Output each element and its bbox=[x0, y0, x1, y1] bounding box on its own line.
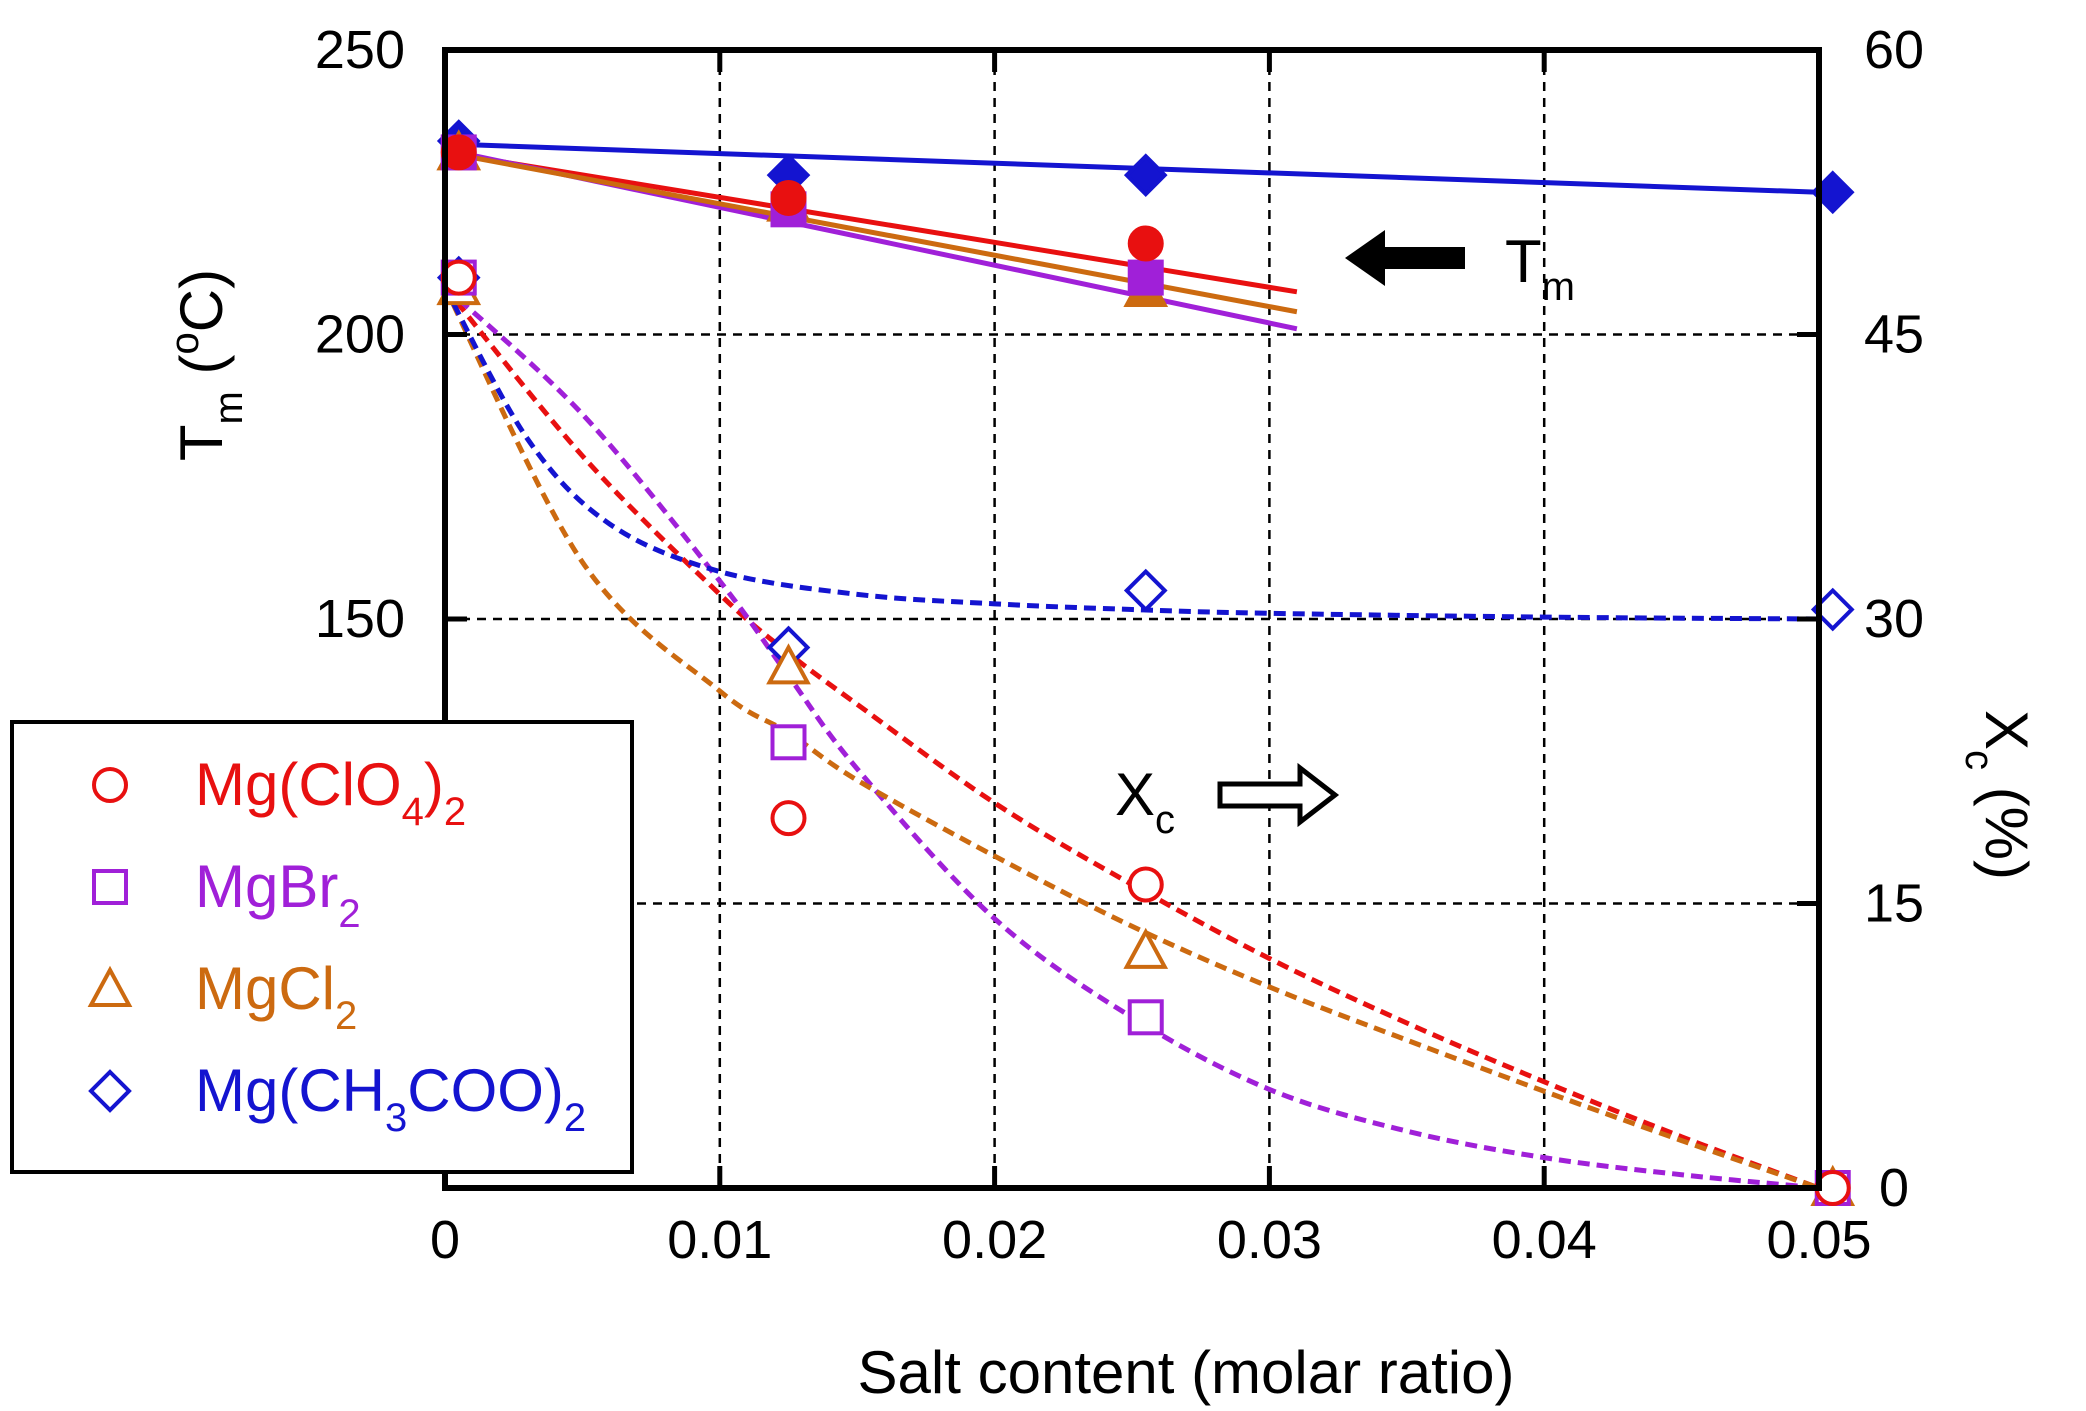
xc-annotation: Xc bbox=[1115, 761, 1340, 842]
legend-label-part: ) bbox=[424, 751, 444, 818]
left-y-tick-label: 150 bbox=[315, 589, 405, 649]
x-tick-label: 0 bbox=[430, 1210, 460, 1270]
xc-point-mg-clo4-2 bbox=[1127, 866, 1164, 903]
x-axis-label: Salt content (molar ratio) bbox=[858, 1339, 1515, 1406]
right-y-tick-label: 0 bbox=[1879, 1158, 1909, 1218]
left-axis-label-unit-open: ( bbox=[168, 354, 235, 391]
legend-label: Mg(CH3COO)2 bbox=[195, 1057, 586, 1140]
legend-label-part: Mg(CH bbox=[195, 1057, 385, 1124]
right-y-tick-label: 15 bbox=[1864, 874, 1924, 934]
tm-point-mg-clo4-2 bbox=[1127, 225, 1164, 262]
x-tick-label: 0.03 bbox=[1217, 1210, 1322, 1270]
xc-point-mgcl2 bbox=[1123, 927, 1169, 969]
legend-label-part: MgCl bbox=[195, 955, 335, 1022]
xc-annotation-label: Xc bbox=[1115, 761, 1175, 842]
left-y-tick-labels: 250 200 150 bbox=[315, 20, 405, 649]
legend-marker-circle bbox=[92, 767, 128, 803]
xc-fit-line-mg-clo4-2 bbox=[443, 285, 1820, 1191]
x-tick-labels: 0 0.01 0.02 0.03 0.04 0.05 bbox=[430, 1210, 1872, 1270]
x-tick-label: 0.02 bbox=[942, 1210, 1047, 1270]
tm-annotation: Tm bbox=[1345, 228, 1575, 309]
right-y-tick-label: 45 bbox=[1864, 305, 1924, 365]
tm-point-mg-ch3coo-2 bbox=[1123, 153, 1168, 198]
xc-arrow-right-icon bbox=[1217, 762, 1340, 828]
xc-fit-line-mg-ch3coo-2 bbox=[442, 285, 1820, 622]
right-y-tick-label: 60 bbox=[1864, 20, 1924, 80]
left-axis-label-sup: o bbox=[163, 332, 207, 354]
legend-label-part: 3 bbox=[385, 1096, 407, 1140]
axis-ticks bbox=[442, 47, 1822, 1191]
left-axis-label-unit-close: C) bbox=[168, 269, 235, 332]
legend-label: MgCl2 bbox=[195, 955, 357, 1038]
xc-point-mgcl2 bbox=[766, 643, 811, 685]
xc-fit-line-mgbr2 bbox=[443, 285, 1820, 1191]
xc-annotation-main: X bbox=[1115, 761, 1155, 828]
legend-marker-square bbox=[92, 869, 128, 905]
tm-point-mgbr2 bbox=[1127, 259, 1164, 296]
legend-label-part: Mg(ClO bbox=[195, 751, 402, 818]
right-axis-label-unit: (%) bbox=[1973, 770, 2040, 880]
legend-label-part: COO) bbox=[407, 1057, 564, 1124]
left-y-tick-label: 200 bbox=[315, 305, 405, 365]
xc-point-mg-clo4-2 bbox=[770, 800, 807, 837]
legend-label-part: 2 bbox=[338, 892, 360, 936]
legend-label-part: 2 bbox=[444, 790, 466, 834]
legend-label: Mg(ClO4)2 bbox=[195, 751, 466, 834]
legend-label-part: 4 bbox=[402, 790, 424, 834]
xc-annotation-sub: c bbox=[1155, 798, 1175, 842]
right-axis-label: Xc (%) bbox=[1957, 710, 2040, 880]
x-tick-label: 0.04 bbox=[1492, 1210, 1597, 1270]
tm-arrow-left-icon bbox=[1345, 230, 1465, 286]
tm-annotation-sub: m bbox=[1542, 265, 1575, 309]
xc-point-mgbr2 bbox=[770, 724, 807, 761]
xc-point-mg-ch3coo-2 bbox=[1123, 568, 1168, 613]
legend-marker-diamond bbox=[88, 1069, 132, 1113]
left-axis-label-sub: m bbox=[207, 391, 251, 424]
right-y-tick-label: 30 bbox=[1864, 589, 1924, 649]
right-axis-label-main: X bbox=[1973, 710, 2040, 750]
legend-label-part: 2 bbox=[564, 1096, 586, 1140]
legend-label-part: 2 bbox=[335, 994, 357, 1038]
legend-label-part: MgBr bbox=[195, 853, 338, 920]
xc-point-mgbr2 bbox=[1127, 999, 1164, 1036]
xc-fit-line-mgcl2 bbox=[442, 285, 1820, 1191]
left-y-tick-label: 250 bbox=[315, 20, 405, 80]
x-tick-label: 0.01 bbox=[667, 1210, 772, 1270]
tm-annotation-label: Tm bbox=[1505, 228, 1575, 309]
right-y-tick-labels: 60 45 30 15 0 bbox=[1864, 20, 1924, 1218]
x-tick-label: 0.05 bbox=[1766, 1210, 1871, 1270]
left-axis-label: Tm (oC) bbox=[163, 269, 251, 461]
legend-label: MgBr2 bbox=[195, 853, 361, 936]
right-axis-label-sub: c bbox=[1957, 750, 2001, 770]
legend-marker-triangle bbox=[87, 965, 133, 1007]
left-axis-label-main: T bbox=[168, 424, 235, 461]
tm-annotation-main: T bbox=[1505, 228, 1542, 295]
tm-point-mg-clo4-2 bbox=[770, 179, 807, 216]
data-markers bbox=[436, 119, 1856, 1206]
